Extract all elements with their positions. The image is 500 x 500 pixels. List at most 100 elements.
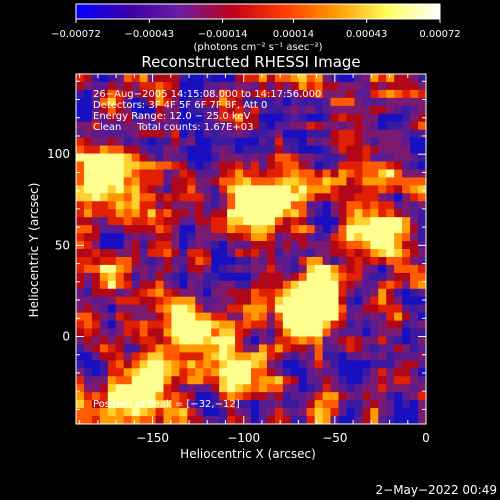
heatmap-cell (235, 416, 244, 424)
heatmap-cell (155, 74, 165, 83)
heatmap-cell (76, 74, 85, 83)
heatmap-cell (251, 264, 260, 274)
heatmap-cell (235, 296, 244, 306)
heatmap-cell (227, 256, 236, 266)
heatmap-cell (330, 169, 340, 179)
heatmap-cell (418, 288, 426, 298)
heatmap-cell (203, 185, 212, 194)
heatmap-cell (91, 225, 101, 234)
heatmap-cell (410, 368, 419, 377)
heatmap-cell (83, 241, 93, 250)
heatmap-cell (195, 81, 204, 91)
heatmap-cell (338, 304, 348, 314)
heatmap-cell (322, 225, 332, 234)
heatmap-cell (274, 249, 284, 258)
heatmap-cell (298, 137, 308, 147)
heatmap-cell (139, 217, 149, 226)
heatmap-cell (370, 368, 379, 377)
heatmap-cell (394, 272, 403, 282)
heatmap-cell (370, 384, 379, 393)
heatmap-cell (402, 185, 411, 194)
heatmap-cell (187, 217, 196, 226)
heatmap-cell (274, 352, 284, 361)
heatmap-cell (91, 217, 101, 226)
heatmap-cell (266, 392, 276, 401)
heatmap-cell (139, 201, 149, 210)
y-tick-label: 0 (62, 330, 70, 344)
heatmap-cell (354, 129, 363, 139)
heatmap-cell (235, 113, 244, 123)
chart-title: Reconstructed RHESSI Image (141, 53, 360, 71)
heatmap-cell (282, 185, 292, 194)
heatmap-cell (219, 288, 228, 298)
heatmap-cell (410, 177, 419, 186)
heatmap-cell (99, 153, 109, 163)
heatmap-cell (282, 97, 292, 107)
heatmap-cell (370, 320, 379, 330)
heatmap-cell (83, 384, 93, 393)
heatmap-cell (155, 97, 165, 107)
heatmap-cell (314, 74, 324, 83)
heatmap-cell (76, 225, 85, 234)
heatmap-cell (163, 177, 173, 186)
heatmap-cell (139, 105, 149, 115)
heatmap-cell (290, 177, 300, 186)
heatmap-cell (195, 368, 204, 377)
heatmap-cell (370, 97, 379, 107)
heatmap-cell (402, 81, 411, 91)
heatmap-cell (251, 392, 260, 401)
heatmap-cell (139, 384, 149, 393)
heatmap-cell (123, 416, 133, 424)
heatmap-cell (354, 233, 363, 242)
heatmap-cell (282, 288, 292, 298)
heatmap-cell (354, 161, 363, 171)
heatmap-cell (330, 336, 340, 346)
heatmap-cell (258, 137, 268, 147)
heatmap-cell (386, 400, 395, 409)
heatmap-cell (227, 272, 236, 282)
heatmap-cell (139, 233, 149, 242)
heatmap-cell (219, 249, 228, 258)
heatmap-cell (227, 368, 236, 377)
heatmap-cell (235, 233, 244, 242)
heatmap-cell (418, 312, 426, 322)
heatmap-cell (107, 416, 117, 424)
heatmap-cell (282, 328, 292, 338)
heatmap-cell (354, 241, 363, 250)
heatmap-cell (171, 288, 181, 298)
heatmap-cell (266, 153, 276, 163)
heatmap-cell (306, 264, 316, 274)
heatmap-cell (187, 416, 196, 424)
heatmap-cell (99, 264, 109, 274)
heatmap-cell (91, 129, 101, 139)
heatmap-cell (314, 336, 324, 346)
heatmap-cell (211, 241, 220, 250)
heatmap-cell (163, 217, 173, 226)
heatmap-cell (83, 185, 93, 194)
heatmap-cell (179, 408, 188, 417)
heatmap-cell (107, 264, 117, 274)
heatmap-cell (274, 225, 284, 234)
heatmap-cell (314, 161, 324, 171)
heatmap-cell (410, 344, 419, 354)
heatmap-cell (258, 320, 268, 330)
heatmap-cell (187, 225, 196, 234)
heatmap-cell (290, 193, 300, 202)
heatmap-cell (258, 201, 268, 210)
heatmap-cell (115, 360, 125, 369)
heatmap-cell (195, 392, 204, 401)
heatmap-cell (274, 336, 284, 346)
heatmap-cell (258, 344, 268, 354)
heatmap-cell (306, 400, 316, 409)
heatmap-cell (211, 376, 220, 385)
heatmap-cell (187, 105, 196, 115)
heatmap-cell (91, 328, 101, 338)
heatmap-cell (235, 193, 244, 202)
heatmap-cell (171, 105, 181, 115)
heatmap-cell (298, 296, 308, 306)
heatmap-cell (115, 249, 125, 258)
heatmap-cell (91, 416, 101, 424)
heatmap-cell (203, 217, 212, 226)
heatmap-cell (274, 97, 284, 107)
heatmap-cell (131, 233, 141, 242)
